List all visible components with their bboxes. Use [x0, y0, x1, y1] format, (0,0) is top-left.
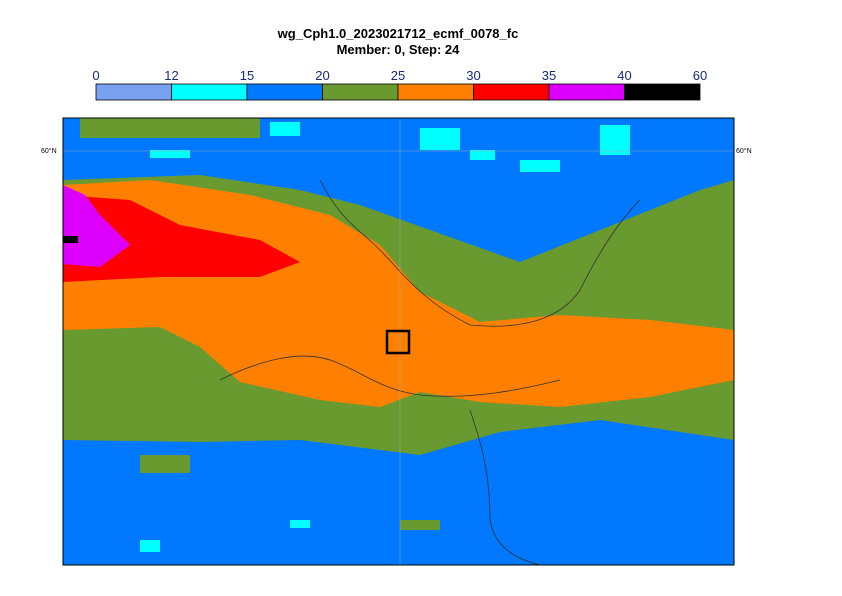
- map: 60°N 60°N: [41, 117, 752, 566]
- colorbar-segment: [473, 83, 550, 101]
- lat-label: 60°N: [41, 147, 57, 155]
- colorbar-tick-label: 15: [240, 68, 254, 83]
- colorbar: 0 12 15 20 25 30 35 40 60: [92, 68, 707, 101]
- colorbar-tick-label: 35: [542, 68, 556, 83]
- colorbar-tick-label: 20: [315, 68, 329, 83]
- colorbar-tick-label: 0: [92, 68, 99, 83]
- colorbar-tick-label: 30: [466, 68, 480, 83]
- black-patch: [63, 236, 78, 243]
- magenta-area: [63, 185, 130, 267]
- red-area: [63, 195, 300, 282]
- green-patches: [80, 118, 690, 530]
- map-frame: [62, 117, 735, 566]
- colorbar-segment: [246, 83, 323, 101]
- cyan-patches: [140, 122, 630, 552]
- subtitle: Member: 0, Step: 24: [337, 42, 461, 57]
- colorbar-tick-label: 25: [391, 68, 405, 83]
- lat-label: 60°N: [736, 147, 752, 155]
- target-box: [385, 329, 411, 355]
- colorbar-segment: [624, 83, 701, 101]
- colorbar-segment: [548, 83, 625, 101]
- colorbar-segment: [171, 83, 248, 101]
- colorbar-tick-label: 60: [693, 68, 707, 83]
- colorbar-tick-label: 12: [164, 68, 178, 83]
- colorbar-tick-label: 40: [617, 68, 631, 83]
- colorbar-segment: [397, 83, 474, 101]
- title: wg_Cph1.0_2023021712_ecmf_0078_fc: [277, 26, 519, 41]
- coastlines: [219, 179, 641, 565]
- colorbar-segment: [95, 83, 172, 101]
- colorbar-segment: [322, 83, 399, 101]
